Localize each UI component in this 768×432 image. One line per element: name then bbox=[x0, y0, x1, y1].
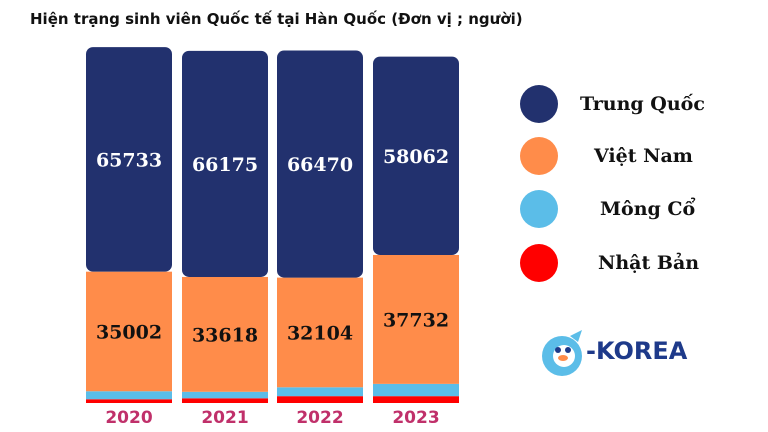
bar-group-2021: 33618 66175 bbox=[182, 50, 268, 403]
bar-group-2022: 32104 66470 bbox=[277, 50, 363, 403]
bar-segment-nhat-ban-2021 bbox=[182, 398, 268, 403]
legend-item-mong-co: Mông Cổ bbox=[520, 190, 740, 230]
bar-segment-mong-co-2023 bbox=[373, 383, 459, 397]
data-label-viet-nam-2020: 35002 bbox=[96, 321, 162, 343]
legend-label-viet-nam: Việt Nam bbox=[594, 145, 693, 167]
bar-segment-nhat-ban-2020 bbox=[86, 399, 172, 403]
bar-segment-mong-co-2022 bbox=[277, 387, 363, 397]
bar-segment-trung-quoc-2020 bbox=[86, 47, 172, 272]
data-label-trung-quoc-2023: 58062 bbox=[383, 146, 449, 168]
legend-label-mong-co: Mông Cổ bbox=[600, 198, 696, 220]
bar-segment-viet-nam-2020 bbox=[86, 271, 172, 392]
x-tick-label-2023: 2023 bbox=[392, 408, 439, 428]
bar-segment-mong-co-2021 bbox=[182, 391, 268, 399]
logo-text: -KOREA bbox=[586, 337, 688, 365]
x-tick-label-2022: 2022 bbox=[296, 408, 343, 428]
bar-group-2023: 37732 58062 bbox=[373, 56, 459, 403]
logo-mascot-icon bbox=[542, 330, 582, 376]
data-label-trung-quoc-2020: 65733 bbox=[96, 149, 162, 171]
bar-segment-trung-quoc-2021 bbox=[182, 50, 268, 277]
bar-segment-mong-co-2020 bbox=[86, 391, 172, 400]
bar-segment-viet-nam-2021 bbox=[182, 276, 268, 392]
legend-item-viet-nam: Việt Nam bbox=[520, 137, 740, 177]
bar-segment-nhat-ban-2023 bbox=[373, 396, 459, 403]
legend-swatch-nhat-ban bbox=[520, 244, 558, 282]
legend-item-trung-quoc: Trung Quốc bbox=[520, 85, 740, 125]
c-korea-logo: -KOREA bbox=[536, 326, 696, 382]
legend-label-trung-quoc: Trung Quốc bbox=[580, 93, 705, 115]
data-label-trung-quoc-2022: 66470 bbox=[287, 154, 353, 176]
chart-title: Hiện trạng sinh viên Quốc tế tại Hàn Quố… bbox=[30, 10, 523, 28]
legend-swatch-viet-nam bbox=[520, 137, 558, 175]
legend-swatch-mong-co bbox=[520, 190, 558, 228]
data-label-trung-quoc-2021: 66175 bbox=[192, 154, 258, 176]
legend-label-nhat-ban: Nhật Bản bbox=[598, 252, 700, 274]
bar-group-2020: 35002 65733 bbox=[86, 47, 172, 403]
data-label-viet-nam-2022: 32104 bbox=[287, 322, 353, 344]
legend-item-nhat-ban: Nhật Bản bbox=[520, 244, 740, 284]
x-tick-label-2021: 2021 bbox=[201, 408, 248, 428]
bar-segment-nhat-ban-2022 bbox=[277, 396, 363, 403]
bar-segment-trung-quoc-2022 bbox=[277, 50, 363, 278]
bar-segment-viet-nam-2022 bbox=[277, 277, 363, 388]
legend-swatch-trung-quoc bbox=[520, 85, 558, 123]
bar-segment-viet-nam-2023 bbox=[373, 254, 459, 384]
bar-segment-trung-quoc-2023 bbox=[373, 56, 459, 255]
x-tick-label-2020: 2020 bbox=[105, 408, 152, 428]
data-label-viet-nam-2023: 37732 bbox=[383, 309, 449, 331]
data-label-viet-nam-2021: 33618 bbox=[192, 324, 258, 346]
